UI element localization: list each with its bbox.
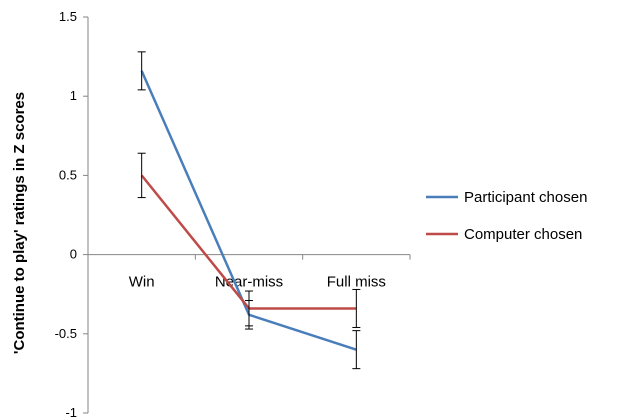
x-category-label: Full miss [327,274,386,291]
legend-item: Participant chosen [426,189,587,206]
series-layer [137,51,361,370]
y-tick-label: 1.5 [59,9,77,24]
x-category-label: Win [129,274,155,291]
y-tick-label: -0.5 [55,326,77,341]
y-tick-label: 0.5 [59,167,77,182]
x-category-label: Near-miss [215,274,283,291]
y-tick-label: 0 [70,247,77,262]
legend-label: Computer chosen [464,226,582,243]
y-axis: 1.5 1 0.5 0 -0.5 -1 [55,9,89,420]
y-tick-label: -1 [65,405,77,420]
x-axis: Win Near-miss Full miss [87,254,411,291]
legend-item: Computer chosen [426,226,582,243]
y-tick-label: 1 [70,88,77,103]
legend-label: Participant chosen [464,189,587,206]
legend: Participant chosen Computer chosen [426,189,587,243]
series-2 [137,152,361,328]
y-axis-label: 'Continue to play' ratings in Z scores [11,92,28,354]
